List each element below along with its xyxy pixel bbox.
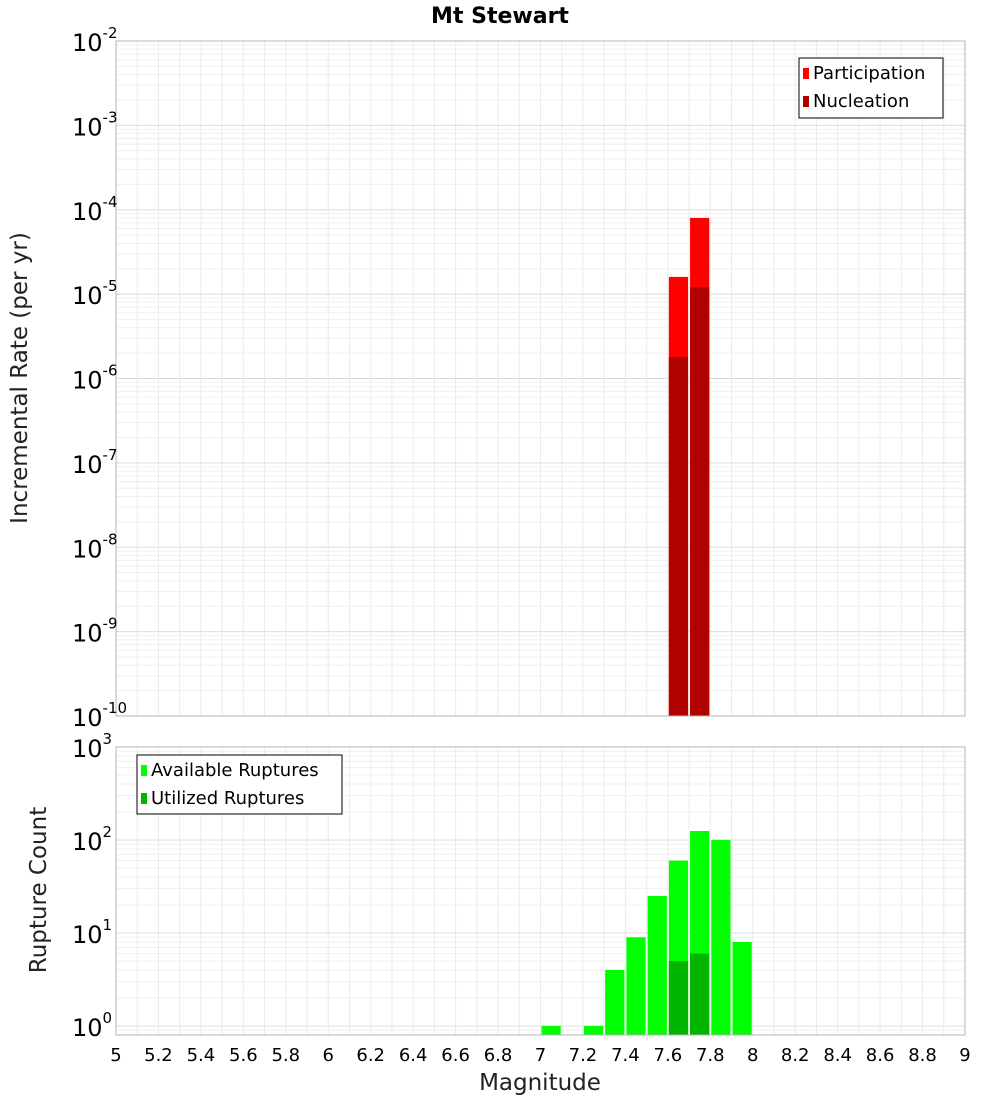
x-tick-label: 5.6 [229, 1045, 258, 1066]
y-tick-base: 10 [72, 451, 103, 479]
y-tick-base: 10 [72, 704, 103, 732]
legend-swatch [803, 68, 809, 79]
x-tick-label: 5 [110, 1045, 121, 1066]
x-tick-label: 5.8 [271, 1045, 300, 1066]
x-tick-label: 8.4 [823, 1045, 852, 1066]
y-tick-exponent: -3 [103, 108, 118, 126]
y-tick-base: 10 [72, 29, 103, 57]
x-tick-label: 6.6 [441, 1045, 470, 1066]
legend-swatch [141, 765, 147, 776]
plot-frame [115, 746, 966, 1036]
y-tick-label: 101 [72, 916, 112, 949]
bar [583, 1025, 604, 1035]
y-tick-exponent: -10 [103, 699, 128, 717]
x-tick-label: 6.8 [484, 1045, 513, 1066]
x-tick-label: 7.2 [569, 1045, 598, 1066]
legend-box [136, 754, 343, 815]
y-tick-exponent: -5 [103, 277, 118, 295]
bar [668, 960, 689, 1035]
y-tick-exponent: 3 [103, 730, 113, 748]
y-tick-base: 10 [72, 367, 103, 395]
legend-swatch [803, 96, 809, 107]
x-tick-label: 8.2 [781, 1045, 810, 1066]
y-tick-label: 10-4 [72, 193, 118, 226]
bar [626, 937, 646, 1035]
y-tick-label: 10-3 [72, 108, 118, 141]
bar-series-nucleation [668, 287, 710, 716]
y-tick-label: 100 [72, 1009, 112, 1042]
bar [690, 287, 710, 716]
x-tick-label: 9 [959, 1045, 970, 1066]
x-tick-label: 8.8 [908, 1045, 937, 1066]
y-tick-label: 10-9 [72, 615, 118, 648]
legend: Participation Nucleation [798, 57, 944, 119]
y-tick-base: 10 [72, 620, 103, 648]
y-tick-base: 10 [72, 735, 103, 763]
y-tick-label: 10-8 [72, 530, 118, 563]
x-tick-labels: 5 5.2 5.4 5.6 5.8 6 6.2 6.4 6.6 6.8 7 7.2 7.4 7.6 7.8 8… [110, 1045, 970, 1066]
y-tick-exponent: 2 [103, 823, 113, 841]
x-tick-label: 6.2 [356, 1045, 385, 1066]
legend-label: Nucleation [813, 91, 909, 112]
top-y-axis-label: Incremental Rate (per yr) [7, 232, 33, 524]
bar-series-utilized-ruptures [668, 953, 710, 1035]
x-axis-label: Magnitude [479, 1070, 601, 1096]
x-tick-label: 6.4 [399, 1045, 428, 1066]
legend-label: Available Ruptures [151, 760, 319, 781]
x-tick-label: 5.4 [187, 1045, 216, 1066]
x-tick-label: 8 [747, 1045, 758, 1066]
x-tick-label: 7 [535, 1045, 546, 1066]
y-tick-label: 10-2 [72, 24, 118, 57]
y-tick-exponent: -9 [103, 615, 118, 633]
y-tick-exponent: -4 [103, 193, 118, 211]
bar [668, 356, 689, 716]
bottom-y-axis-label: Rupture Count [26, 807, 52, 973]
y-tick-base: 10 [72, 282, 103, 310]
x-tick-label: 7.8 [696, 1045, 725, 1066]
legend-label: Utilized Ruptures [151, 788, 304, 809]
chart-title: Mt Stewart [431, 4, 569, 29]
y-tick-exponent: 0 [103, 1009, 113, 1027]
bar [605, 969, 625, 1035]
y-tick-base: 10 [72, 198, 103, 226]
grid-lines [115, 40, 966, 717]
bar [690, 953, 710, 1035]
x-tick-label: 8.6 [866, 1045, 895, 1066]
y-tick-exponent: -2 [103, 24, 118, 42]
x-tick-label: 6 [323, 1045, 334, 1066]
x-tick-label: 7.4 [611, 1045, 640, 1066]
y-tick-base: 10 [72, 113, 103, 141]
y-tick-label: 102 [72, 823, 112, 856]
y-tick-label: 10-5 [72, 277, 118, 310]
plot-frame [115, 40, 966, 717]
y-tick-label: 103 [72, 730, 112, 763]
y-tick-base: 10 [72, 921, 103, 949]
y-tick-base: 10 [72, 1014, 103, 1042]
x-tick-label: 7.6 [654, 1045, 683, 1066]
bar [541, 1025, 561, 1035]
y-tick-label: 10-6 [72, 362, 118, 395]
y-tick-label: 10-10 [72, 699, 127, 732]
bar [647, 895, 667, 1035]
rate-plot-panel: 10-1010-910-810-710-610-510-410-310-2Par… [72, 24, 966, 732]
bar [711, 839, 731, 1035]
y-tick-label: 10-7 [72, 446, 118, 479]
legend-swatch [141, 793, 147, 804]
bar [732, 942, 752, 1035]
y-tick-exponent: -6 [103, 362, 118, 380]
legend: Available Ruptures Utilized Ruptures [136, 754, 343, 815]
y-tick-exponent: -7 [103, 446, 118, 464]
y-tick-exponent: 1 [103, 916, 113, 934]
x-tick-label: 5.2 [144, 1045, 173, 1066]
y-tick-base: 10 [72, 828, 103, 856]
y-tick-exponent: -8 [103, 530, 118, 548]
legend-label: Participation [813, 63, 925, 84]
legend-box [798, 57, 944, 119]
y-tick-base: 10 [72, 535, 103, 563]
